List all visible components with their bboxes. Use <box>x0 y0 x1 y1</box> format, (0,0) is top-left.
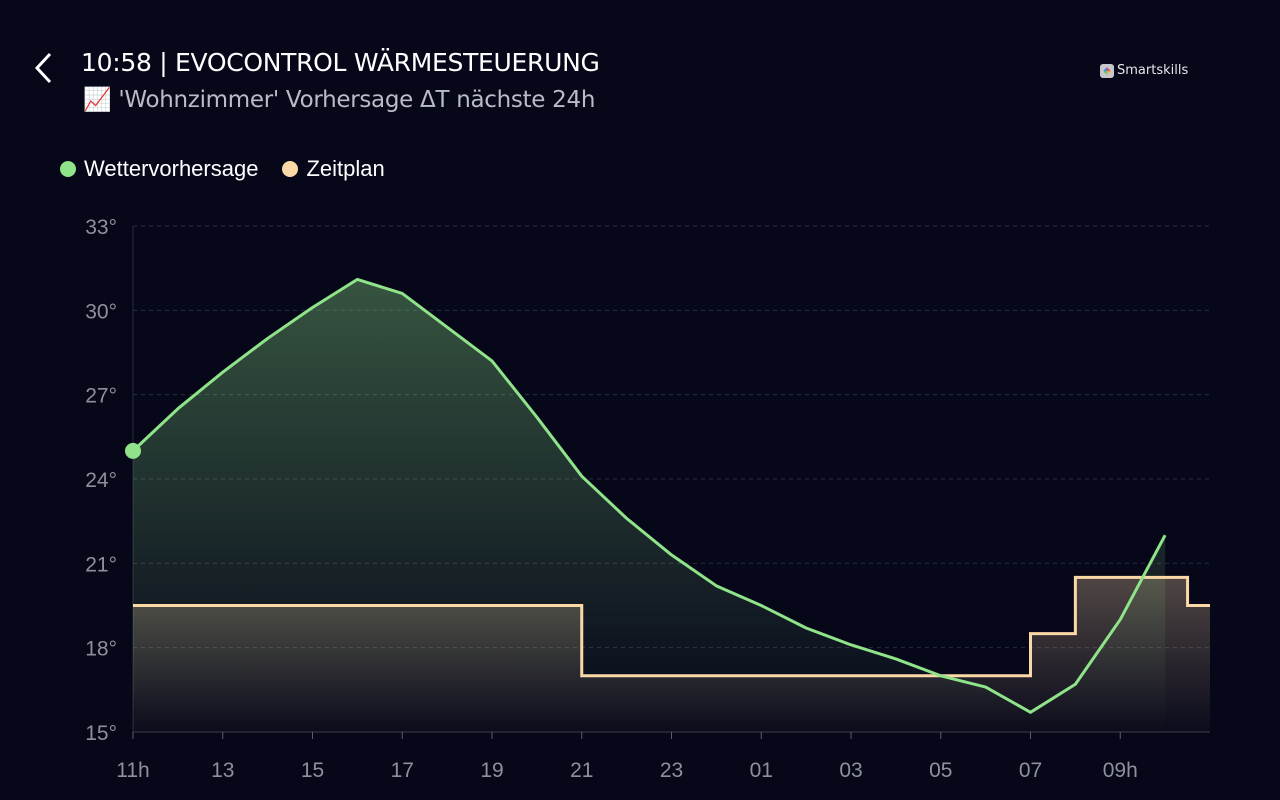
brand-logo: Smartskills <box>1100 63 1188 78</box>
x-tick-label: 17 <box>391 759 414 782</box>
x-tick-label: 15 <box>301 759 324 782</box>
x-tick-label: 19 <box>480 759 503 782</box>
smartskills-logo-icon <box>1100 63 1114 78</box>
y-tick-label: 30° <box>85 300 117 323</box>
zeitplan-line <box>133 575 1210 678</box>
x-tick-label: 07 <box>1019 759 1042 782</box>
back-button[interactable] <box>30 50 60 86</box>
chart-legend: Wettervorhersage Zeitplan <box>60 156 385 182</box>
y-tick-label: 21° <box>85 553 117 576</box>
x-tick-label: 21 <box>570 759 593 782</box>
x-tick-label: 13 <box>211 759 234 782</box>
chevron-left-icon <box>34 52 52 84</box>
page-subtitle: 📈 'Wohnzimmer' Vorhersage ΔT nächste 24h <box>83 87 596 113</box>
y-tick-label: 18° <box>85 638 117 661</box>
page-title: 10:58 | EVOCONTROL WÄRMESTEUERUNG <box>81 48 600 77</box>
legend-dot <box>282 161 299 177</box>
x-tick-label: 01 <box>750 759 773 782</box>
x-tick-label: 03 <box>839 759 862 782</box>
wettervorhersage-area <box>133 279 1166 732</box>
legend-item-wettervorhersage[interactable]: Wettervorhersage <box>60 156 258 182</box>
wettervorhersage-line <box>131 277 1167 714</box>
chart-increasing-icon: 📈 <box>83 87 112 113</box>
legend-dot <box>60 161 76 177</box>
x-tick-label: 11h <box>116 759 149 782</box>
y-tick-label: 15° <box>85 722 117 745</box>
current-point-marker <box>125 442 141 459</box>
x-tick-label: 09h <box>1103 759 1138 782</box>
y-tick-label: 24° <box>85 469 117 492</box>
y-tick-label: 27° <box>85 385 117 408</box>
legend-item-zeitplan[interactable]: Zeitplan <box>282 156 385 182</box>
x-tick-label: 23 <box>660 759 683 782</box>
y-tick-label: 33° <box>85 216 117 239</box>
x-tick-label: 05 <box>929 759 952 782</box>
brand-name: Smartskills <box>1117 63 1189 78</box>
